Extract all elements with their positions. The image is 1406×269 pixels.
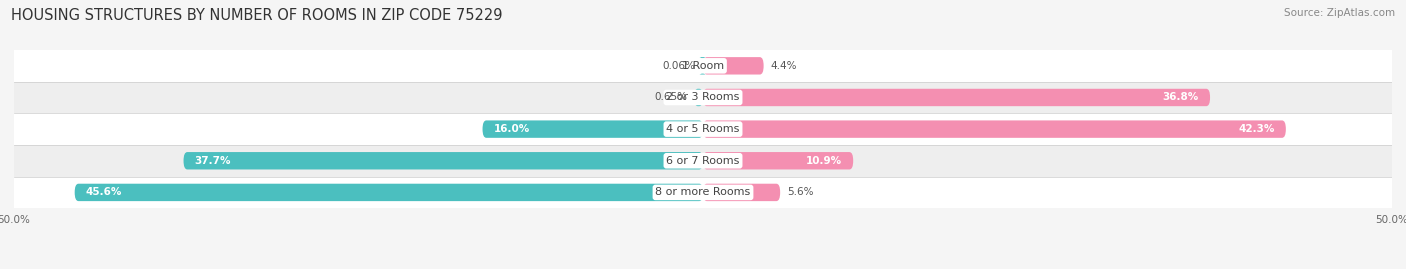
Bar <box>14 113 1392 145</box>
Text: 0.06%: 0.06% <box>662 61 696 71</box>
Text: 16.0%: 16.0% <box>494 124 530 134</box>
Text: 4 or 5 Rooms: 4 or 5 Rooms <box>666 124 740 134</box>
Text: 42.3%: 42.3% <box>1239 124 1275 134</box>
FancyBboxPatch shape <box>703 57 763 75</box>
Text: 0.65%: 0.65% <box>654 93 688 102</box>
Text: 6 or 7 Rooms: 6 or 7 Rooms <box>666 156 740 166</box>
FancyBboxPatch shape <box>75 184 703 201</box>
FancyBboxPatch shape <box>482 121 703 138</box>
FancyBboxPatch shape <box>695 89 703 106</box>
Text: 37.7%: 37.7% <box>194 156 231 166</box>
Text: 2 or 3 Rooms: 2 or 3 Rooms <box>666 93 740 102</box>
Text: 8 or more Rooms: 8 or more Rooms <box>655 187 751 197</box>
Text: 45.6%: 45.6% <box>86 187 122 197</box>
Text: HOUSING STRUCTURES BY NUMBER OF ROOMS IN ZIP CODE 75229: HOUSING STRUCTURES BY NUMBER OF ROOMS IN… <box>11 8 503 23</box>
Text: 1 Room: 1 Room <box>682 61 724 71</box>
FancyBboxPatch shape <box>703 89 1211 106</box>
Text: Source: ZipAtlas.com: Source: ZipAtlas.com <box>1284 8 1395 18</box>
Bar <box>14 50 1392 82</box>
FancyBboxPatch shape <box>703 152 853 169</box>
Text: 4.4%: 4.4% <box>770 61 797 71</box>
FancyBboxPatch shape <box>703 121 1286 138</box>
Text: 36.8%: 36.8% <box>1163 93 1199 102</box>
Bar <box>14 145 1392 176</box>
Bar <box>14 176 1392 208</box>
Text: 5.6%: 5.6% <box>787 187 814 197</box>
FancyBboxPatch shape <box>699 57 706 75</box>
Bar <box>14 82 1392 113</box>
Text: 10.9%: 10.9% <box>806 156 842 166</box>
FancyBboxPatch shape <box>703 184 780 201</box>
FancyBboxPatch shape <box>184 152 703 169</box>
